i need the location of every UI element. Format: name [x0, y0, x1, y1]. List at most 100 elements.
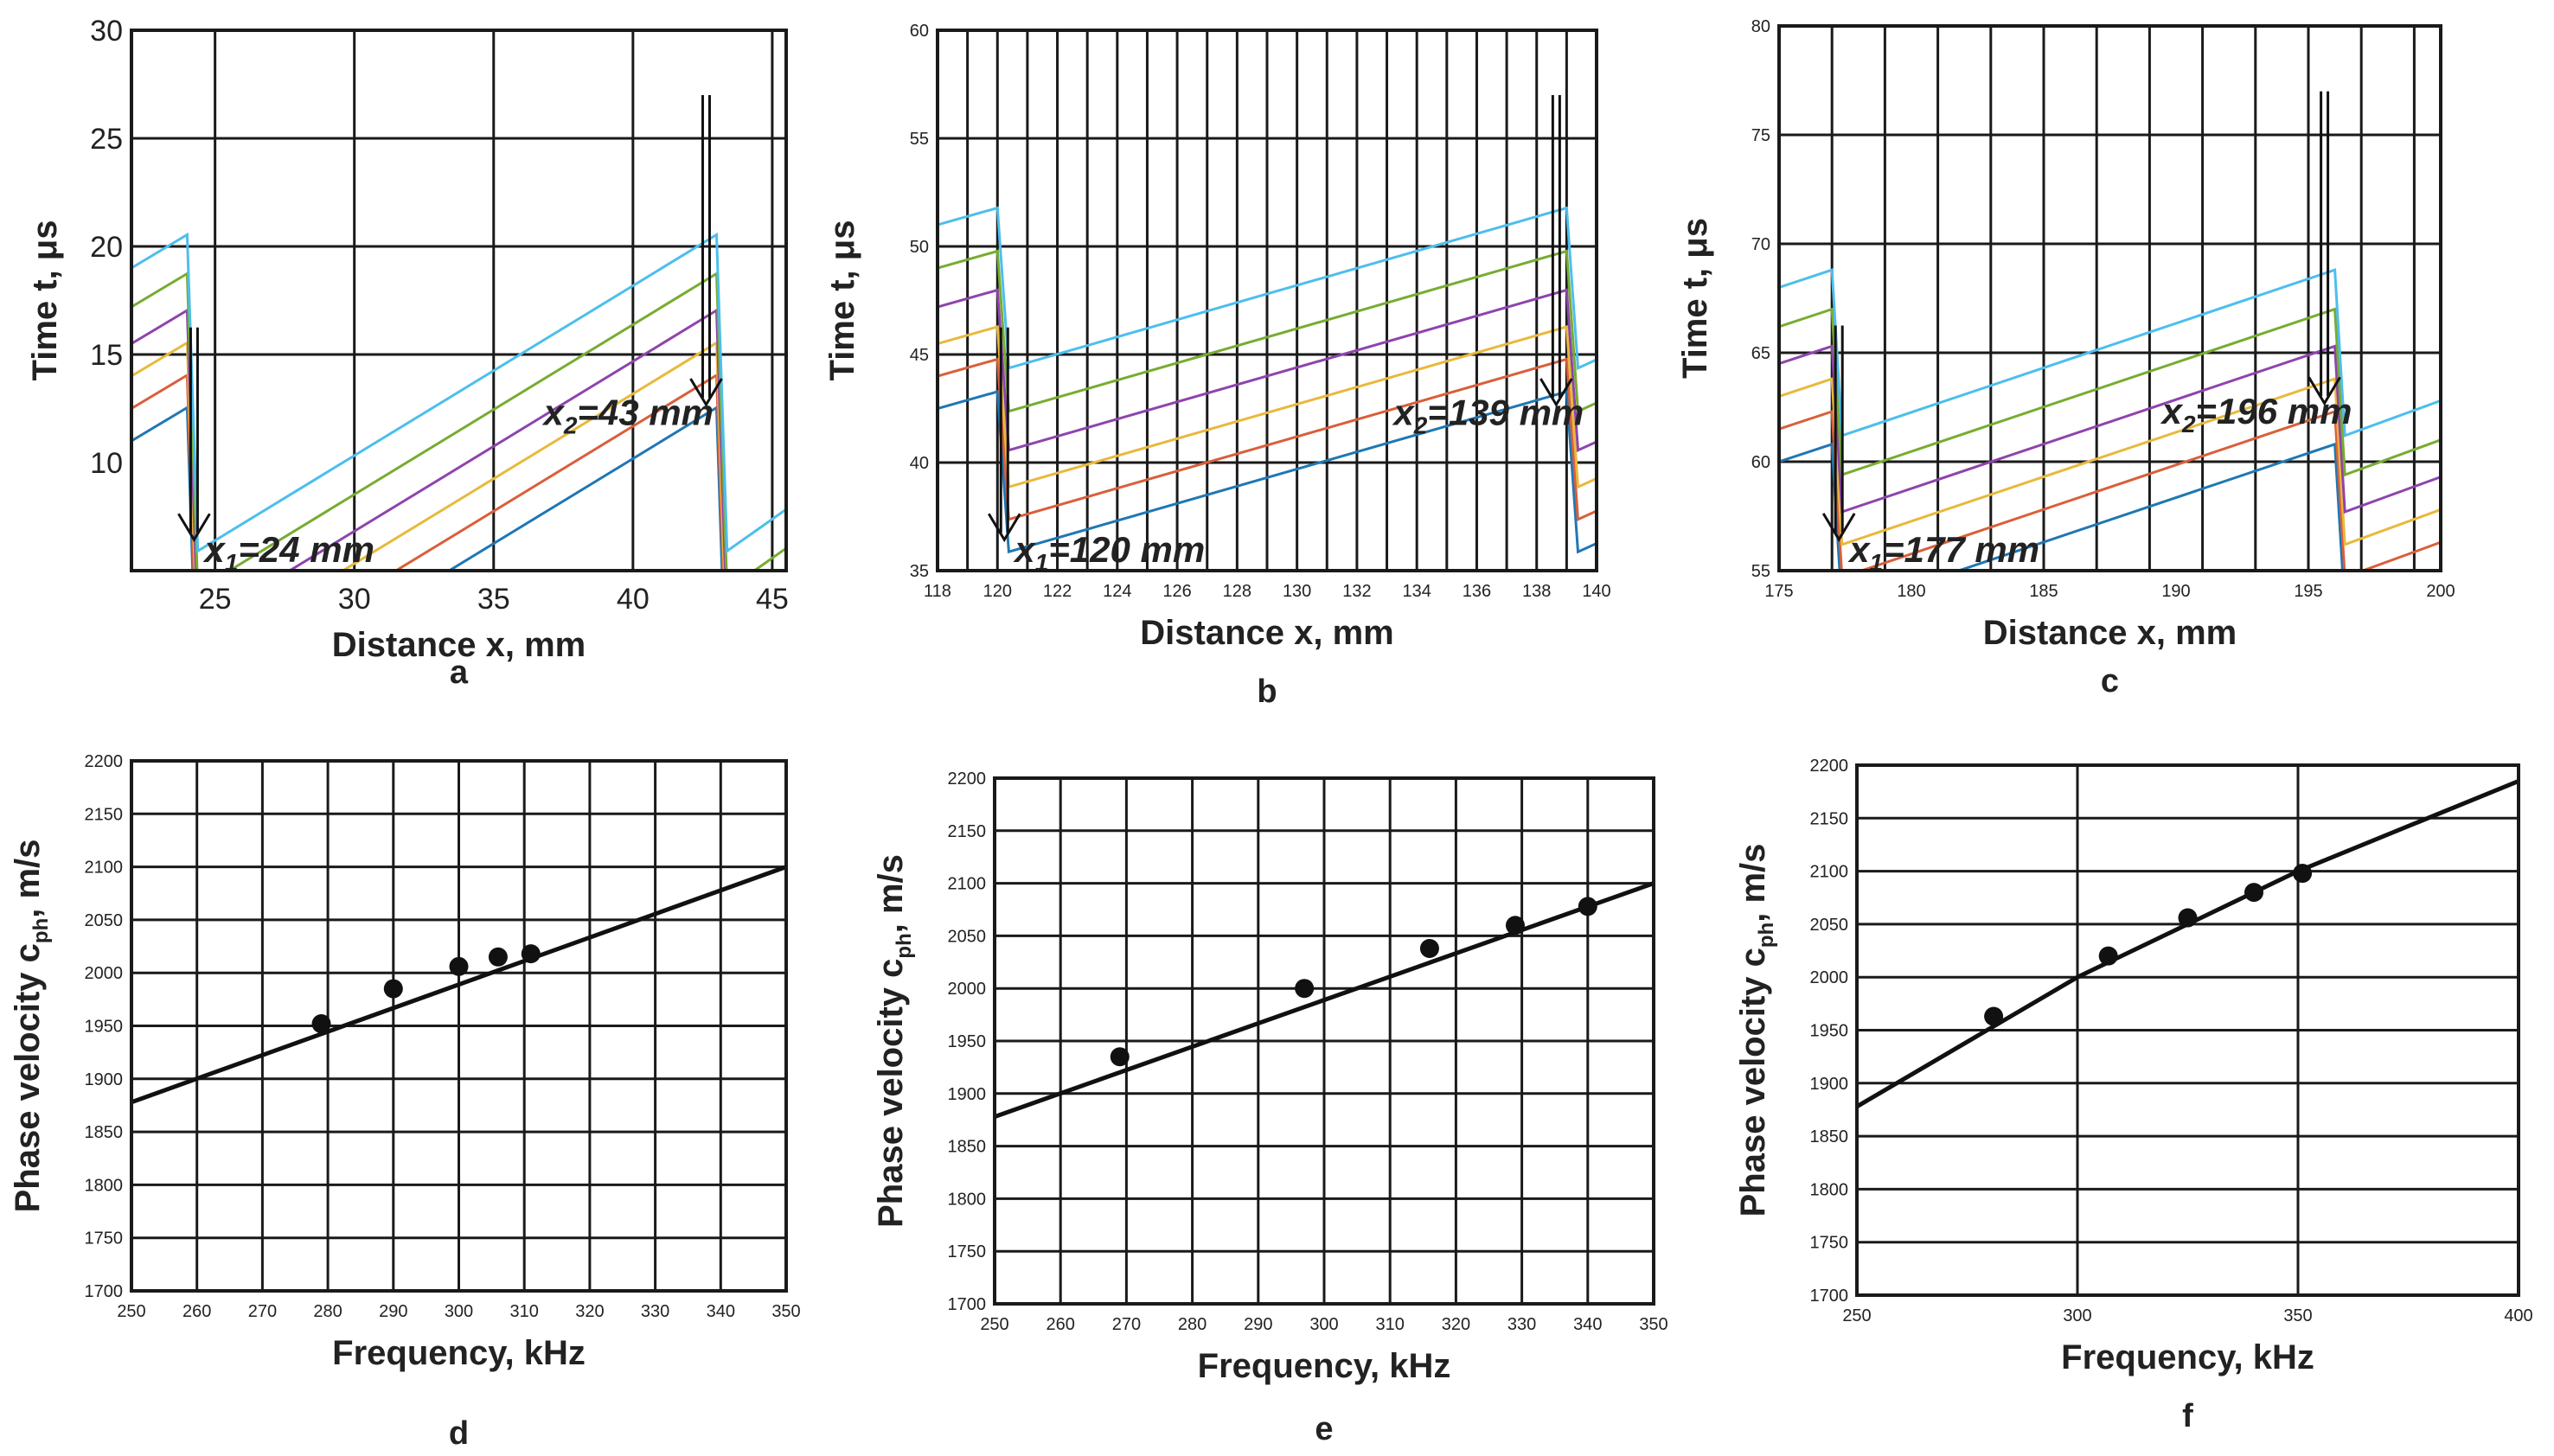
x-tick-label-a-2: 35	[477, 583, 510, 616]
x-axis-label-a: Distance x, mm	[332, 626, 586, 664]
marker-label-main-c-1: x	[2160, 391, 2184, 431]
fit-curve-d	[131, 865, 786, 1105]
series-line-b-3	[938, 325, 1597, 489]
y-axis-label-sub-f: ph	[1755, 923, 1778, 948]
arrow-head-c-0	[1821, 513, 1856, 542]
panel-letter-a: a	[450, 655, 469, 691]
y-tick-label-e-10: 2200	[948, 770, 987, 789]
y-tick-label-a-2: 20	[90, 231, 123, 264]
y-tick-label-c-0: 55	[1751, 562, 1770, 581]
x-tick-label-a-1: 30	[338, 583, 371, 616]
x-tick-label-a-3: 40	[617, 583, 650, 616]
x-tick-label-e-4: 290	[1244, 1315, 1272, 1334]
y-tick-label-b-0: 35	[910, 562, 929, 581]
data-d	[131, 865, 786, 1105]
marker-label-rest-a-1: =43 mm	[577, 392, 714, 432]
y-tick-label-b-5: 60	[910, 22, 929, 41]
y-tick-label-f-8: 2100	[1810, 863, 1849, 882]
data-point-f-1	[2098, 946, 2118, 966]
panel-d: 250 260 270 280 290 300 310 320 330 340 350 1700 175…	[9, 752, 801, 1452]
series-line-c-5	[1779, 307, 2441, 477]
x-axis-label-c: Distance x, mm	[1983, 614, 2237, 652]
series-line-b-2	[938, 357, 1597, 522]
series-line-c-1	[1779, 442, 2344, 571]
data-point-e-0	[1110, 1047, 1130, 1067]
x-tick-label-d-5: 300	[445, 1302, 473, 1321]
plot-frame-c	[1777, 24, 2442, 572]
x-tick-label-f-0: 250	[1842, 1306, 1871, 1325]
y-tick-label-f-4: 1900	[1810, 1075, 1849, 1094]
x-tick-label-d-0: 250	[117, 1302, 145, 1321]
x-tick-label-b-4: 126	[1162, 582, 1191, 601]
data-point-f-4	[2293, 864, 2313, 884]
x-tick-label-e-7: 320	[1442, 1315, 1470, 1334]
y-axis-label-sub-d: ph	[29, 918, 53, 943]
y-tick-label-f-7: 2050	[1810, 916, 1849, 935]
y-axis-label-c: Time t, μs	[1676, 218, 1714, 379]
y-tick-label-f-0: 1700	[1810, 1287, 1849, 1306]
y-tick-label-f-6: 2000	[1810, 968, 1849, 987]
marker-label-main-b-0: x	[1013, 529, 1036, 570]
fit-curve-f	[1857, 779, 2519, 1108]
y-tick-label-d-7: 2050	[85, 911, 124, 930]
y-tick-label-f-5: 1950	[1810, 1022, 1849, 1041]
series-line-c-3	[1779, 377, 2441, 546]
x-tick-label-b-3: 124	[1103, 582, 1131, 601]
y-tick-label-f-3: 1850	[1810, 1127, 1849, 1146]
y-axis-label-rest-f: , m/s	[1734, 844, 1772, 923]
x-tick-label-e-10: 350	[1639, 1315, 1667, 1334]
y-tick-label-f-10: 2200	[1810, 757, 1849, 776]
y-axis-label-main-d: Phase velocity c	[9, 943, 47, 1212]
y-tick-label-e-6: 2000	[948, 980, 987, 999]
y-axis-label-main-a: Time t, μs	[26, 220, 64, 380]
data-point-f-3	[2244, 883, 2263, 903]
panel-f: 250 300 350 400 1700 1750 1800 1850 1900 1950 2000…	[1734, 757, 2533, 1434]
y-tick-label-e-3: 1850	[948, 1138, 987, 1157]
data-a	[131, 232, 786, 571]
series-line-a-2	[131, 373, 725, 571]
y-tick-label-d-9: 2150	[85, 805, 124, 824]
x-tick-label-b-8: 134	[1402, 582, 1431, 601]
x-tick-label-d-1: 260	[182, 1302, 211, 1321]
marker-label-sub-a-1: 2	[563, 412, 578, 438]
x-tick-label-d-7: 320	[575, 1302, 604, 1321]
data-c	[1779, 268, 2441, 571]
x-tick-label-b-5: 128	[1223, 582, 1251, 601]
y-tick-label-a-1: 15	[90, 339, 123, 372]
series-line-b-5	[938, 249, 1597, 414]
x-axis-label-f: Frequency, kHz	[2061, 1338, 2314, 1376]
y-tick-label-d-8: 2100	[85, 859, 124, 878]
x-tick-label-b-2: 122	[1043, 582, 1072, 601]
plot-frame-d	[130, 759, 788, 1293]
fit-curve-e	[995, 881, 1654, 1119]
x-tick-label-e-8: 330	[1507, 1315, 1536, 1334]
series-line-b-6	[938, 206, 1597, 371]
series-line-b-1	[938, 390, 1597, 554]
y-axis-label-sub-e: ph	[893, 933, 916, 958]
marker-label-c-1: x2=196 mm	[2160, 391, 2352, 437]
x-tick-label-b-9: 136	[1463, 582, 1491, 601]
y-tick-label-b-3: 50	[910, 238, 929, 257]
x-tick-label-e-9: 340	[1573, 1315, 1602, 1334]
y-axis-label-b: Time t, μs	[823, 220, 861, 380]
arrow-head-c-1	[2308, 376, 2341, 406]
y-tick-label-d-2: 1800	[85, 1176, 124, 1195]
series-line-a-5	[131, 271, 786, 571]
data-point-d-1	[383, 979, 403, 999]
marker-label-main-a-0: x	[202, 529, 226, 570]
y-tick-label-b-2: 45	[910, 346, 929, 365]
marker-label-rest-b-1: =139 mm	[1427, 392, 1584, 432]
marker-label-a-1: x2=43 mm	[541, 392, 714, 438]
arrow-head-b-1	[1539, 378, 1573, 407]
x-tick-label-b-7: 132	[1342, 582, 1371, 601]
x-tick-label-e-5: 300	[1309, 1315, 1338, 1334]
data-b	[938, 206, 1597, 554]
marker-label-rest-c-1: =196 mm	[2196, 391, 2352, 431]
data-f	[1857, 779, 2519, 1108]
data-point-d-4	[521, 944, 541, 964]
y-tick-label-e-7: 2050	[948, 927, 987, 946]
x-tick-label-c-5: 200	[2426, 582, 2455, 601]
